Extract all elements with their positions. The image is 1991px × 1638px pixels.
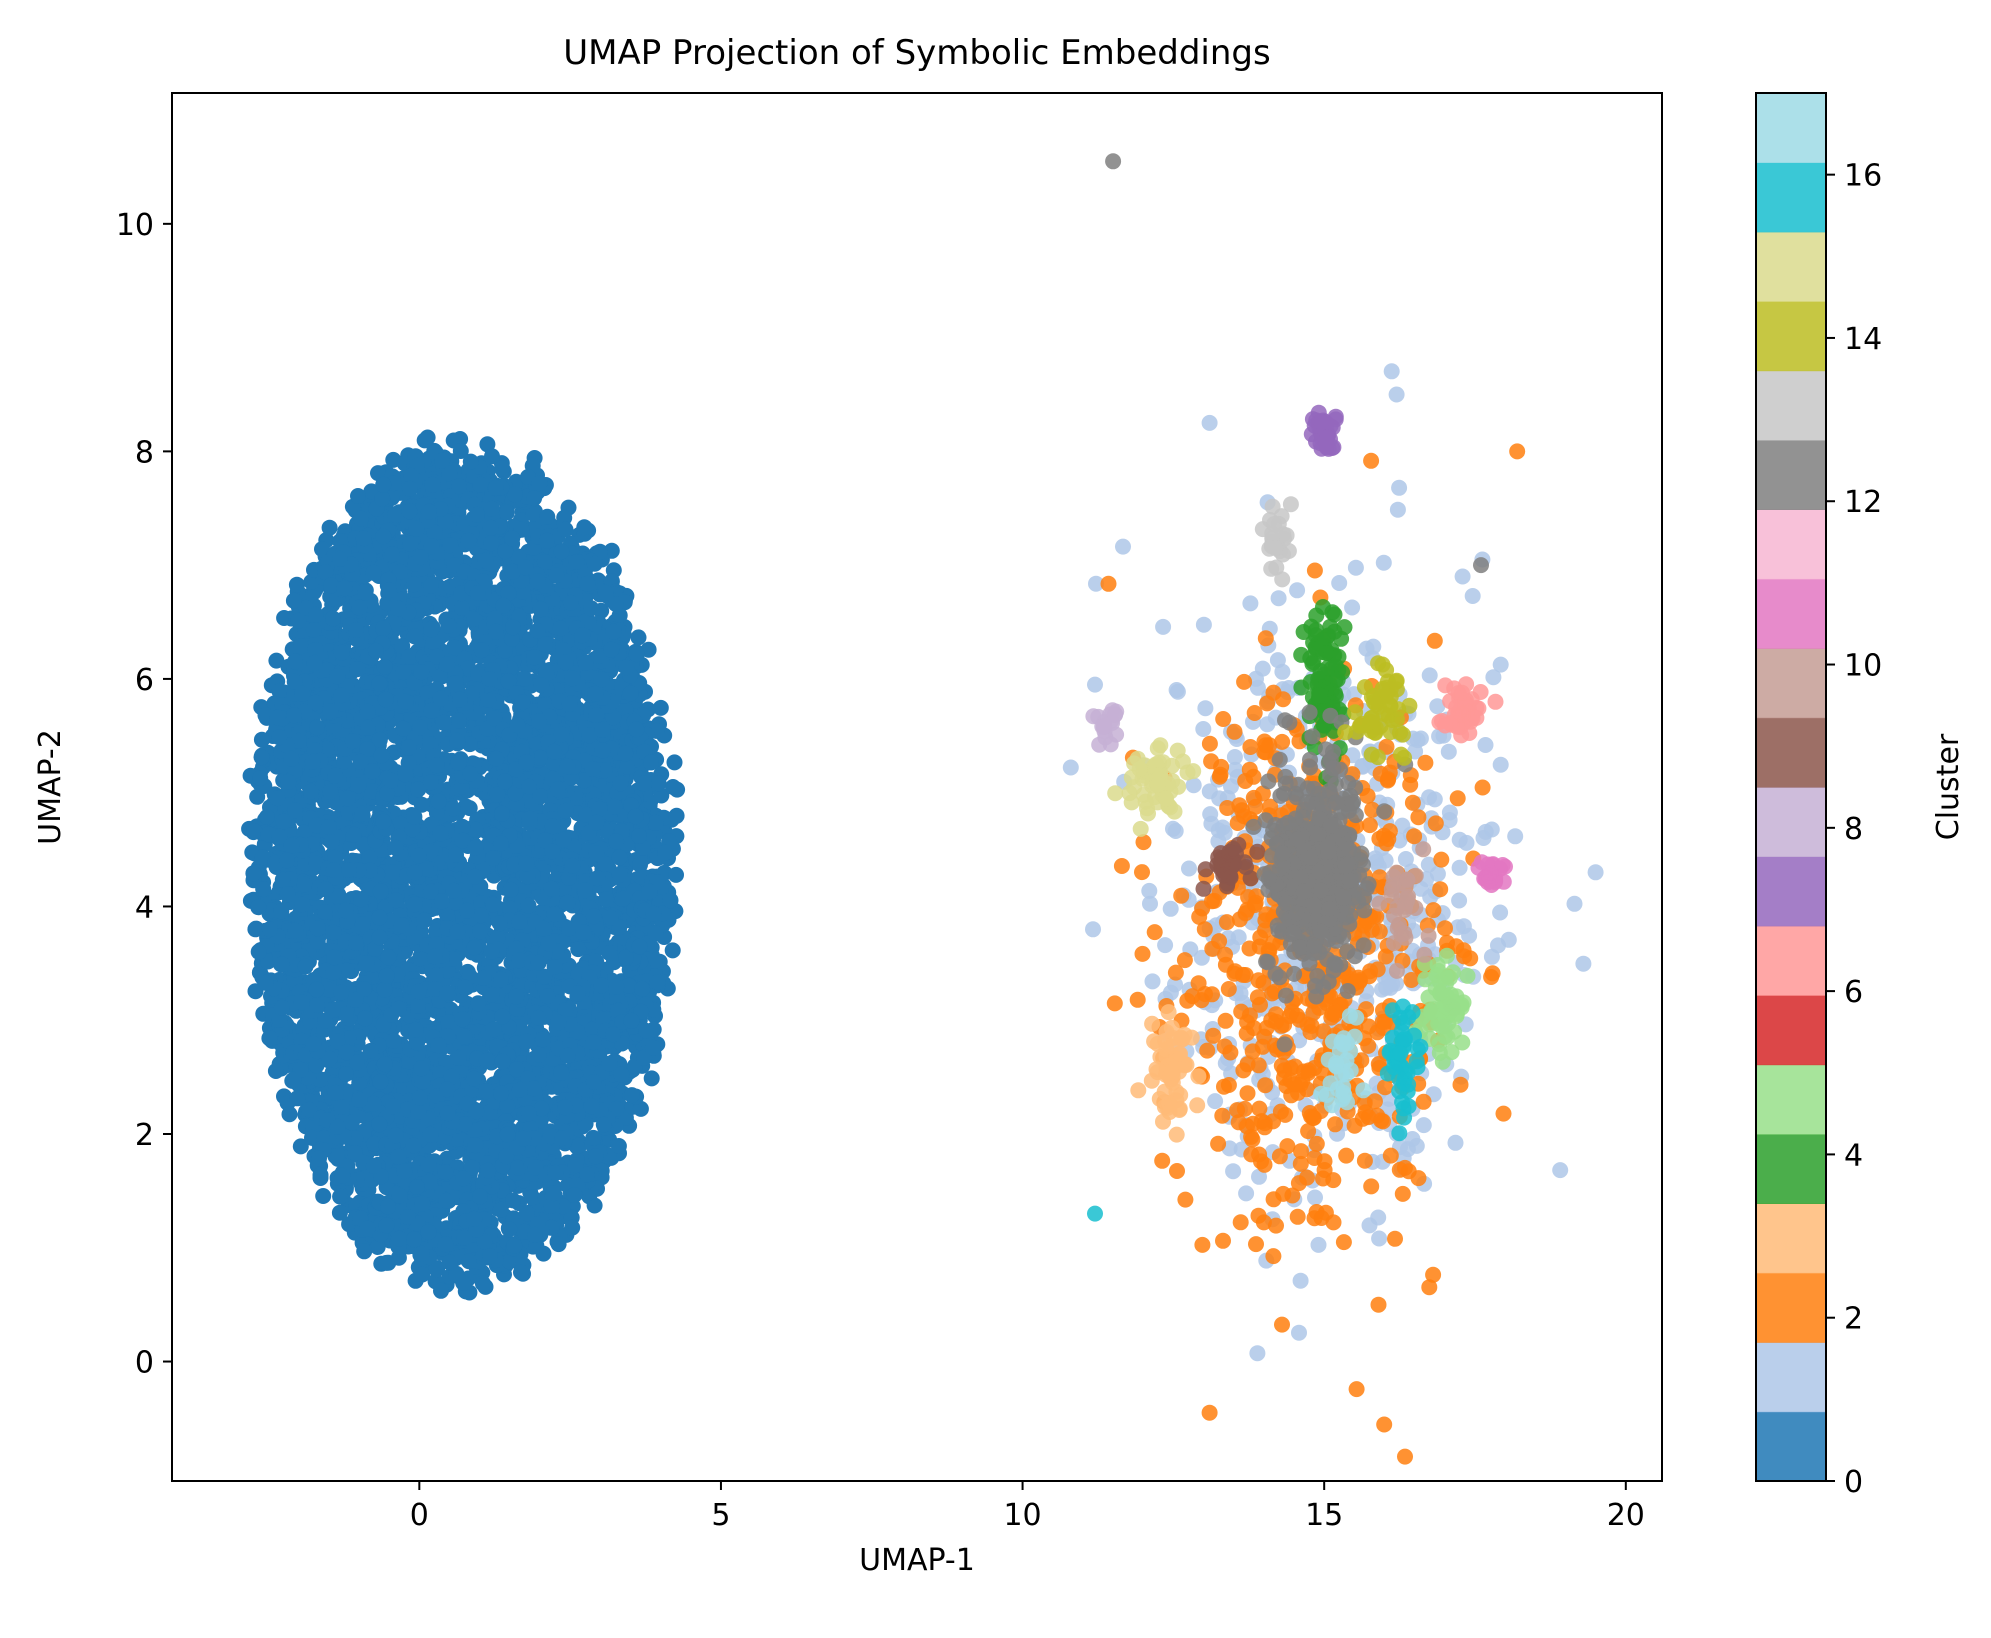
scatter-point [526,490,543,507]
scatter-point [488,750,505,767]
scatter-point [406,628,423,645]
scatter-point [357,584,373,601]
scatter-point [281,1106,298,1123]
scatter-point [579,575,596,592]
scatter-point [321,519,338,536]
scatter-point [289,1090,306,1107]
scatter-point [537,636,554,653]
scatter-point [484,448,500,465]
scatter-point [246,823,263,840]
scatter-point [276,610,293,626]
scatter-point [290,612,307,629]
scatter-point [630,629,647,646]
scatter-point [553,543,570,560]
scatter-point [268,652,285,669]
scatter-point [253,731,270,748]
scatter-point [315,1188,332,1204]
scatter-point [293,638,309,655]
scatter-point [483,500,500,517]
scatter-point [433,1282,449,1299]
chart-title: UMAP Projection of Symbolic Embeddings [563,33,1270,73]
cluster-0-points [241,429,686,1301]
scatter-point [349,661,366,678]
scatter-point [343,1114,360,1131]
scatter-point [467,821,484,838]
scatter-point [440,1014,457,1031]
scatter-point [593,671,610,688]
scatter-point [294,896,311,913]
scatter-point [564,670,581,687]
scatter-point [416,432,433,449]
scatter-point [555,831,572,848]
scatter-point [285,592,302,609]
scatter-point [668,807,685,824]
scatter-point [586,1197,603,1214]
scatter-point [472,476,489,493]
scatter-point [456,1028,473,1045]
scatter-point [378,1254,395,1271]
scatter-point [435,714,452,731]
scatter-point [650,775,667,792]
scatter-point [647,814,664,831]
scatter-point [437,1236,454,1253]
scatter-point [472,907,489,924]
scatter-points [241,153,1604,1465]
scatter-point [479,436,496,453]
scatter-point [643,1070,660,1087]
scatter-point [430,793,447,810]
scatter-point [253,749,270,766]
scatter-point [250,899,267,916]
scatter-point [446,639,463,656]
scatter-point [350,488,366,504]
scatter-point [273,903,290,920]
scatter-point [312,1167,329,1183]
scatter-point [259,809,275,825]
scatter-point [664,942,681,959]
scatter-point [352,510,369,527]
scatter-point [612,775,629,792]
scatter-point [351,599,368,616]
scatter-point [356,1243,373,1260]
scatter-point [401,648,418,665]
scatter-point [652,699,669,716]
scatter-point [666,754,683,771]
scatter-point [482,1248,498,1265]
scatter-point [474,1275,491,1292]
scatter-point [292,1138,309,1155]
scatter-point [498,504,515,521]
scatter-point [288,576,305,593]
scatter-point [539,508,556,525]
scatter-point [442,537,459,554]
scatter-point [376,658,393,675]
scatter-point [502,881,519,898]
scatter-point [406,1231,422,1248]
